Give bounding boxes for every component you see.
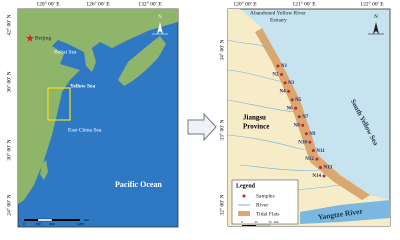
taiwan: [40, 160, 48, 180]
mainland: [18, 9, 178, 204]
sample-label: N4: [279, 90, 286, 95]
scale-label: 25: [255, 220, 259, 224]
land: [228, 9, 390, 226]
sample-point: [308, 140, 312, 144]
sample-label: N1: [281, 64, 288, 69]
japan: [118, 36, 166, 86]
north-arrow: [368, 22, 384, 35]
sample-point: [301, 123, 305, 127]
north-label: N: [374, 15, 378, 20]
sample-label: N12: [305, 157, 314, 162]
scale-label: 300: [35, 222, 41, 226]
scale-label: 0: [241, 220, 243, 224]
sample-point: [294, 106, 298, 110]
legend-title: Legend: [236, 183, 256, 189]
sample-point: [276, 64, 280, 68]
scale-unit: Km: [84, 218, 90, 222]
place-label: Estuary: [270, 17, 287, 23]
scale-label: 0: [23, 222, 25, 226]
link-arrow: [187, 112, 217, 142]
latitude-label: 30° 00′ N: [5, 139, 12, 160]
place-label: East China Sea: [68, 127, 102, 133]
north-label: N: [158, 15, 162, 20]
capital-star: [26, 34, 34, 42]
sample-label: N9: [309, 132, 316, 137]
scale-label: 600: [49, 222, 55, 226]
sample-label: N7: [302, 115, 309, 120]
scale-segment: [242, 225, 256, 226]
sample-point: [304, 132, 308, 136]
scale-bar: [24, 218, 80, 222]
longitude-label: 132° 00′ E: [138, 0, 162, 7]
scale-unit: Km: [274, 220, 279, 224]
legend-label: River: [256, 202, 268, 208]
legend-label: Tidal Flats: [256, 211, 280, 217]
detail-map: Abandoned Yellow River Estuary Jiangsu P…: [227, 8, 391, 227]
place-label: Bohai Sea: [54, 49, 77, 55]
scale-label: 1,200: [76, 222, 84, 227]
place-label: Province: [243, 123, 269, 131]
latitude-label: 24° 00′ N: [5, 194, 12, 215]
legend-label: Samples: [256, 193, 275, 199]
sample-label: N8: [294, 123, 301, 128]
tidal-flats: [255, 28, 370, 200]
sample-label: N10: [298, 140, 307, 145]
sample-label: N2: [272, 73, 279, 78]
scale-segment: [255, 224, 271, 227]
sample-point: [322, 174, 326, 178]
place-label: Yellow Sea: [70, 83, 95, 89]
sample-point: [315, 157, 319, 161]
sample-point: [287, 89, 291, 93]
longitude-label: 120° 00′ E: [36, 0, 60, 7]
legend: [231, 179, 299, 225]
place-label: Jiangsu: [243, 114, 266, 122]
sample-label: N13: [323, 166, 332, 171]
sample-label: N3: [288, 81, 295, 86]
scale-label: 50: [269, 220, 273, 224]
overview-map: Beijing Bohai Sea Yellow Sea East China …: [17, 8, 179, 228]
place-label: Beijing: [35, 35, 51, 41]
latitude-label: 34° 00′ N: [218, 39, 225, 60]
sample-point: [280, 72, 284, 76]
scale-bar: [242, 224, 271, 227]
study-area-box: [47, 87, 71, 121]
sample-label: N14: [312, 174, 321, 179]
sample-label: N11: [316, 149, 325, 154]
longitude-label: 122° 00′ E: [360, 0, 384, 7]
place-label: Pacific Ocean: [115, 180, 162, 189]
north-arrow: [152, 22, 168, 35]
yangtze: [300, 200, 390, 224]
sample-point: [311, 149, 315, 153]
sample-label: N5: [295, 98, 302, 103]
latitude-label: 32° 00′ N: [218, 194, 225, 215]
sample-point: [297, 115, 301, 119]
sample-point: [318, 166, 322, 170]
place-label: Abandoned Yellow River: [250, 10, 306, 16]
sample-point: [283, 81, 287, 85]
latitude-label: 36° 00′ N: [5, 71, 12, 92]
latitude-label: 42° 00′ N: [5, 14, 12, 35]
longitude-label: 126° 00′ E: [86, 0, 110, 7]
graticule-labels: 120° 00′ E 126° 00′ E 132° 00′ E 42° 00′ N 3…: [5, 0, 384, 227]
sample-point: [290, 98, 294, 102]
longitude-label: 121° 00′ E: [292, 0, 316, 7]
longitude-label: 120° 00′ E: [233, 0, 257, 7]
latitude-label: 33° 00′ N: [218, 119, 225, 140]
sample-label: N6: [287, 106, 294, 111]
